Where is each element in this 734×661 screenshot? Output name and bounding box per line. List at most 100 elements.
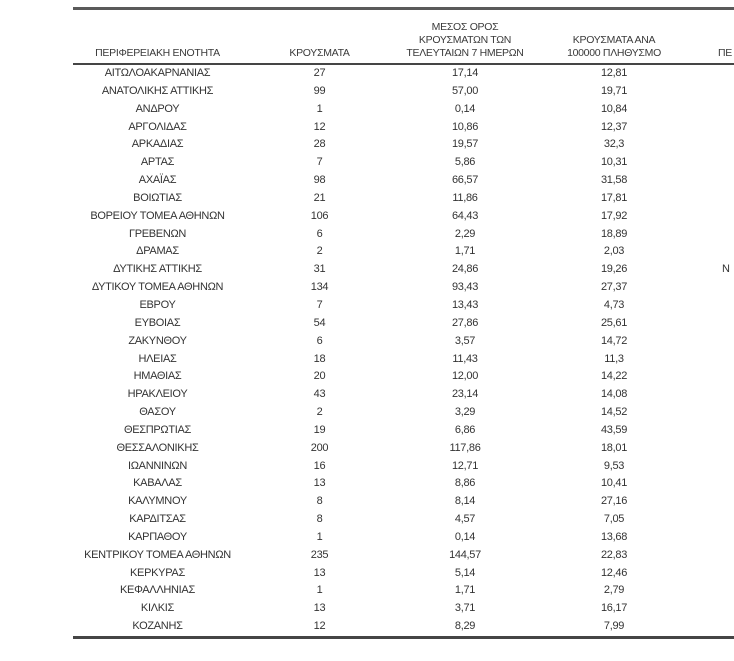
cell-per-100k: 19,26 [600,263,628,276]
cell-per-100k: 18,89 [600,227,628,240]
cell-cases: 1 [316,530,323,543]
cell-region: ΕΥΒΟΙΑΣ [134,316,181,329]
cell-cases: 28 [313,138,326,151]
cell-per-100k: 17,81 [600,191,628,204]
cell-cases: 1 [316,584,323,597]
col-header-region: ΠΕΡΙΦΕΡΕΙΑΚΗ ΕΝΟΤΗΤΑ [73,8,242,65]
cell-region-fragment [695,64,734,83]
table-row: ΕΥΒΟΙΑΣ 54 27,86 25,61 [73,315,734,333]
cell-7day-avg: 8,14 [454,495,476,508]
cell-region-fragment [695,458,734,476]
cell-region: ΑΡΤΑΣ [140,156,175,169]
cell-region-fragment [695,582,734,600]
covid-regional-table: ΠΕΡΙΦΕΡΕΙΑΚΗ ΕΝΟΤΗΤΑ ΚΡΟΥΣΜΑΤΑ ΜΕΣΟΣ ΟΡΟ… [73,7,734,640]
cell-region: ΑΙΤΩΛΟΑΚΑΡΝΑΝΙΑΣ [104,67,211,79]
cell-7day-avg: 64,43 [451,209,479,222]
table-header: ΠΕΡΙΦΕΡΕΙΑΚΗ ΕΝΟΤΗΤΑ ΚΡΟΥΣΜΑΤΑ ΜΕΣΟΣ ΟΡΟ… [73,8,734,65]
table-body: ΑΙΤΩΛΟΑΚΑΡΝΑΝΙΑΣ 27 17,14 12,81 ΑΝΑΤΟΛΙΚΗΣ Α… [73,64,734,640]
cell-region-fragment [695,226,734,244]
cell-7day-avg: 5,14 [454,566,476,579]
table-row: ΑΙΤΩΛΟΑΚΑΡΝΑΝΙΑΣ 27 17,14 12,81 [73,64,734,83]
col-header-per-100k: ΚΡΟΥΣΜΑΤΑ ΑΝΑ 100000 ΠΛΗΘΥΣΜΟ [533,8,695,65]
cell-7day-avg: 11,43 [452,352,478,365]
cell-cases: 235 [310,548,329,561]
cell-per-100k: 12,37 [600,120,628,133]
cell-7day-avg: 1,71 [454,584,476,597]
cell-region: ΖΑΚΥΝΘΟΥ [128,334,187,347]
cell-cases: 13 [313,566,326,579]
cell-cases: 18 [313,352,326,365]
cell-7day-avg: 17,14 [451,67,479,79]
cell-per-100k: 7,05 [603,513,625,526]
cell-region: ΗΜΑΘΙΑΣ [133,370,182,383]
cell-region-fragment [695,404,734,422]
cell-region: ΓΡΕΒΕΝΩΝ [128,227,187,240]
table-row: ΚΟΖΑΝΗΣ 12 8,29 7,99 [73,618,734,640]
cell-cases: 106 [310,209,329,222]
table-row: ΚΑΡΔΙΤΣΑΣ 8 4,57 7,05 [73,511,734,529]
cell-per-100k: 2,79 [603,584,625,597]
cell-region-fragment [695,119,734,137]
cell-region: ΘΑΣΟΥ [139,406,176,419]
cell-region-fragment [695,154,734,172]
cell-cases: 31 [313,263,326,276]
cell-per-100k: 27,37 [600,281,628,294]
cell-cases: 6 [316,334,323,347]
cell-region: ΙΩΑΝΝΙΝΩΝ [128,459,187,472]
table-row: ΘΕΣΠΡΩΤΙΑΣ 19 6,86 43,59 [73,422,734,440]
cell-per-100k: 17,92 [600,209,628,222]
cell-region: ΚΙΛΚΙΣ [140,602,175,615]
cell-cases: 8 [316,495,323,508]
cell-cases: 13 [313,477,326,490]
cell-7day-avg: 117,86 [449,441,481,454]
cell-per-100k: 10,84 [600,102,628,115]
cell-region: ΘΕΣΣΑΛΟΝΙΚΗΣ [116,441,199,454]
cell-cases: 16 [313,459,326,472]
cell-7day-avg: 12,71 [451,459,479,472]
cell-per-100k: 12,46 [600,566,628,579]
cell-per-100k: 9,53 [603,459,625,472]
cell-cases: 99 [313,84,326,97]
table-row: ΕΒΡΟΥ 7 13,43 4,73 [73,297,734,315]
cell-region-fragment [695,565,734,583]
table-row: ΓΡΕΒΕΝΩΝ 6 2,29 18,89 [73,226,734,244]
cell-per-100k: 22,83 [600,548,628,561]
table-row: ΘΑΣΟΥ 2 3,29 14,52 [73,404,734,422]
cell-7day-avg: 19,57 [451,138,479,151]
cell-per-100k: 4,73 [603,298,625,311]
cell-region-fragment [695,511,734,529]
cell-region-fragment [695,547,734,565]
cell-region: ΑΝΔΡΟΥ [135,102,180,115]
cell-cases: 21 [313,191,326,204]
table-row: ΘΕΣΣΑΛΟΝΙΚΗΣ 200 117,86 18,01 [73,440,734,458]
cell-region-fragment [695,172,734,190]
cell-region: ΔΥΤΙΚΟΥ ΤΟΜΕΑ ΑΘΗΝΩΝ [91,281,224,294]
cell-region-fragment: Ν [722,263,730,276]
cell-cases: 98 [313,174,326,187]
cell-per-100k: 10,41 [600,477,628,490]
cell-per-100k: 14,72 [600,334,628,347]
cell-region-fragment [695,333,734,351]
cell-region: ΚΑΛΥΜΝΟΥ [128,495,187,508]
cell-per-100k: 13,68 [600,530,628,543]
cell-7day-avg: 144,57 [449,548,481,561]
cell-region-fragment [695,529,734,547]
table-row: ΔΡΑΜΑΣ 2 1,71 2,03 [73,243,734,261]
cell-cases: 2 [316,406,323,419]
cell-7day-avg: 66,57 [451,174,479,187]
cell-7day-avg: 1,71 [454,245,476,258]
cell-cases: 200 [310,441,329,454]
cell-7day-avg: 6,86 [454,423,476,436]
cell-per-100k: 14,52 [600,406,628,419]
table-row: ΗΛΕΙΑΣ 18 11,43 11,3 [73,351,734,369]
cell-region-fragment [695,208,734,226]
cell-region: ΘΕΣΠΡΩΤΙΑΣ [123,423,192,436]
table-row: ΚΕΡΚΥΡΑΣ 13 5,14 12,46 [73,565,734,583]
cell-per-100k: 10,31 [600,156,628,169]
table-row: ΑΡΤΑΣ 7 5,86 10,31 [73,154,734,172]
table-row: ΔΥΤΙΚΗΣ ΑΤΤΙΚΗΣ 31 24,86 19,26 Ν [73,261,734,279]
table-row: ΑΡΚΑΔΙΑΣ 28 19,57 32,3 [73,136,734,154]
cell-cases: 13 [313,602,326,615]
col-header-cases: ΚΡΟΥΣΜΑΤΑ [242,8,397,65]
cell-7day-avg: 12,00 [451,370,479,383]
